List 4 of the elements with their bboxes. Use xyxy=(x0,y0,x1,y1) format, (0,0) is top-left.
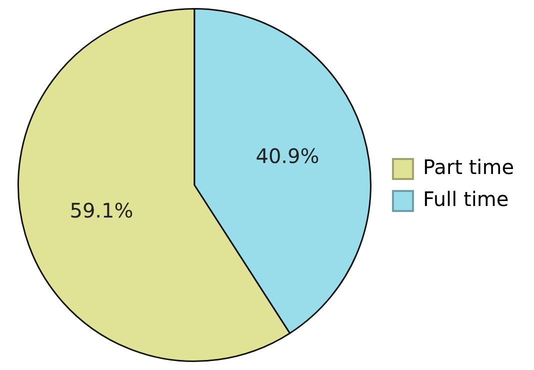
legend-label: Part time xyxy=(422,155,514,180)
data-label: 59.1% xyxy=(70,198,134,223)
legend-label: Full time xyxy=(422,187,509,212)
data-label: 40.9% xyxy=(256,144,320,168)
